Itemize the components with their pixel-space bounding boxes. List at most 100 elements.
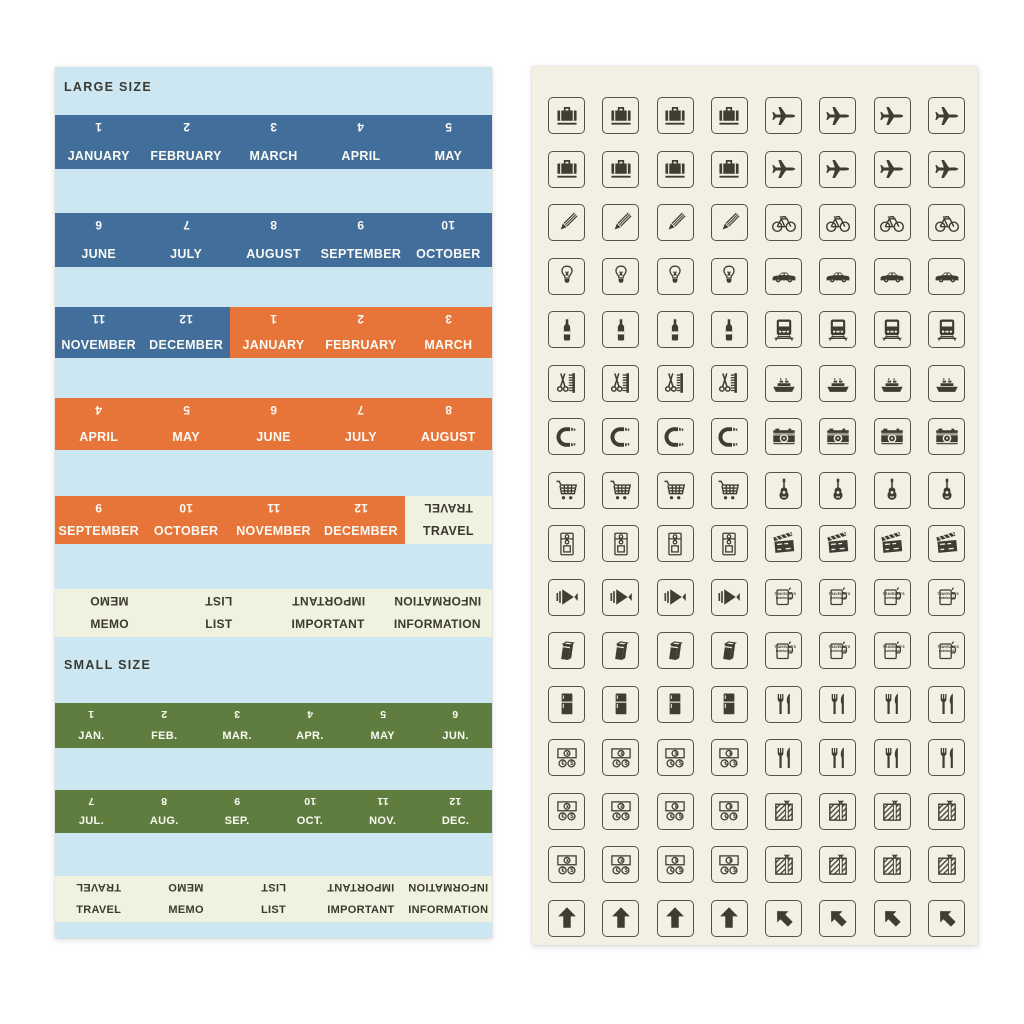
- flipped-tab-text: 10: [303, 795, 317, 807]
- cutlery-icon: [824, 744, 852, 772]
- ship-icon: [770, 369, 798, 397]
- bicycle-sticker: [873, 204, 911, 241]
- arrow-up-icon: [607, 904, 635, 932]
- flipped-tab-text: 12: [179, 312, 194, 326]
- mug-brand-text: TRAVELER'S notebook: [774, 645, 796, 653]
- bottle-sticker: [710, 311, 748, 348]
- tab-label: DECEMBER: [149, 338, 224, 352]
- suitcase-icon: [607, 155, 635, 183]
- gift-sticker: [928, 846, 966, 883]
- tab-label: FEBRUARY: [150, 149, 222, 163]
- refrigerator-sticker: [602, 685, 640, 723]
- tab-label: TRAVEL: [76, 904, 122, 916]
- arrow-up-icon: [715, 904, 743, 932]
- bottle-sticker: [602, 311, 640, 348]
- suitcase-icon: [607, 102, 635, 130]
- scissors-comb-icon: [715, 369, 743, 397]
- gift-sticker: [928, 792, 966, 830]
- dollar-symbol: $: [570, 867, 574, 874]
- bottle-sticker: [548, 311, 585, 348]
- gift-icon: [933, 851, 961, 879]
- tab-january: 1 JANUARY: [55, 115, 143, 169]
- pencil-sticker: [602, 204, 640, 241]
- clapperboard-icon: [824, 530, 852, 558]
- envelope-icon: [553, 530, 581, 558]
- lightbulb-icon: [553, 262, 581, 290]
- tab-travel: TRAVEL TRAVEL: [404, 496, 493, 544]
- flipped-tab-text: LIST: [205, 594, 233, 608]
- gift-sticker: [819, 846, 857, 883]
- dollar-symbol: $: [624, 760, 628, 767]
- arrow-up-sticker: [602, 899, 640, 937]
- megaphone-icon: [607, 583, 635, 611]
- flipped-tab-text: 3: [444, 312, 452, 326]
- envelope-icon: [661, 530, 689, 558]
- money-icon: [607, 851, 635, 879]
- tab-label: JUNE: [256, 430, 291, 444]
- lightbulb-icon: [661, 262, 689, 290]
- suitcase-icon: [553, 102, 581, 130]
- yen-symbol: ¥: [620, 803, 624, 810]
- shopping-cart-icon: [607, 476, 635, 504]
- arrow-upleft-sticker: [765, 899, 803, 937]
- tab-label: MEMO: [90, 617, 129, 631]
- camera-icon: [824, 423, 852, 451]
- cutlery-sticker: [873, 685, 911, 723]
- camera-icon: [878, 423, 906, 451]
- flipped-tab-text: 6: [95, 218, 103, 232]
- tab-label: TRAVEL: [422, 524, 474, 538]
- gift-icon: [878, 851, 906, 879]
- tab-label: OCT.: [296, 815, 324, 827]
- train-sticker: [873, 311, 911, 348]
- money-icon: [553, 797, 581, 825]
- tab-information: INFORMATION INFORMATION: [404, 876, 493, 922]
- tab-december: 12 DECEMBER: [317, 496, 405, 544]
- tab-label: DECEMBER: [323, 524, 398, 538]
- telephone-sticker: [548, 418, 585, 455]
- arrow-upleft-sticker: [928, 899, 966, 937]
- train-icon: [824, 316, 852, 344]
- mug-sticker: TRAVELER'S notebook: [819, 578, 857, 616]
- telephone-sticker: [602, 418, 640, 455]
- tab-label: SEP.: [224, 815, 250, 827]
- bottle-icon: [607, 316, 635, 344]
- tab-label: MARCH: [249, 149, 298, 163]
- clapperboard-sticker: [765, 525, 803, 562]
- camera-sticker: [928, 418, 966, 455]
- flipped-tab-text: 7: [182, 218, 190, 232]
- car-sticker: [873, 257, 911, 295]
- bicycle-icon: [770, 209, 798, 237]
- dollar-symbol: $: [570, 814, 574, 821]
- yen-symbol: ¥: [728, 803, 732, 810]
- airplane-icon: [824, 155, 852, 183]
- airplane-icon: [878, 155, 906, 183]
- tab-label: JULY: [344, 430, 377, 444]
- tab-memo: MEMO MEMO: [142, 876, 230, 922]
- money-icon: [661, 851, 689, 879]
- euro-symbol: €: [670, 760, 674, 767]
- tab-feb: 2 FEB.: [127, 703, 201, 748]
- suitcase-sticker: [548, 150, 585, 188]
- train-sticker: [765, 311, 803, 348]
- envelope-icon: [607, 530, 635, 558]
- arrow-upleft-icon: [824, 904, 852, 932]
- guitar-icon: [824, 476, 852, 504]
- gift-icon: [824, 851, 852, 879]
- mug-brand-text: TRAVELER'S notebook: [774, 591, 796, 600]
- sticker-row-7: 1 JAN. 2 FEB. 3 MAR. 4 APR. 5 MAY 6 JUN.: [55, 703, 492, 748]
- tab-july: 7 JULY: [142, 213, 230, 267]
- camera-sticker: [819, 418, 857, 455]
- train-sticker: [819, 311, 857, 348]
- tab-label: APRIL: [341, 149, 381, 163]
- tab-may: 5 MAY: [142, 398, 230, 450]
- refrigerator-icon: [661, 690, 689, 718]
- flipped-tab-text: 6: [452, 708, 459, 720]
- airplane-icon: [770, 102, 798, 130]
- flipped-tab-text: 8: [444, 403, 452, 417]
- flipped-tab-text: INFORMATION: [393, 594, 481, 608]
- airplane-sticker: [928, 150, 966, 188]
- flipped-tab-text: 3: [270, 120, 277, 134]
- sticker-row-2: 6 JUNE 7 JULY 8 AUGUST 9 SEPTEMBER 10 OCTOBER: [55, 213, 493, 267]
- refrigerator-icon: [715, 690, 743, 718]
- suitcase-icon: [553, 155, 581, 183]
